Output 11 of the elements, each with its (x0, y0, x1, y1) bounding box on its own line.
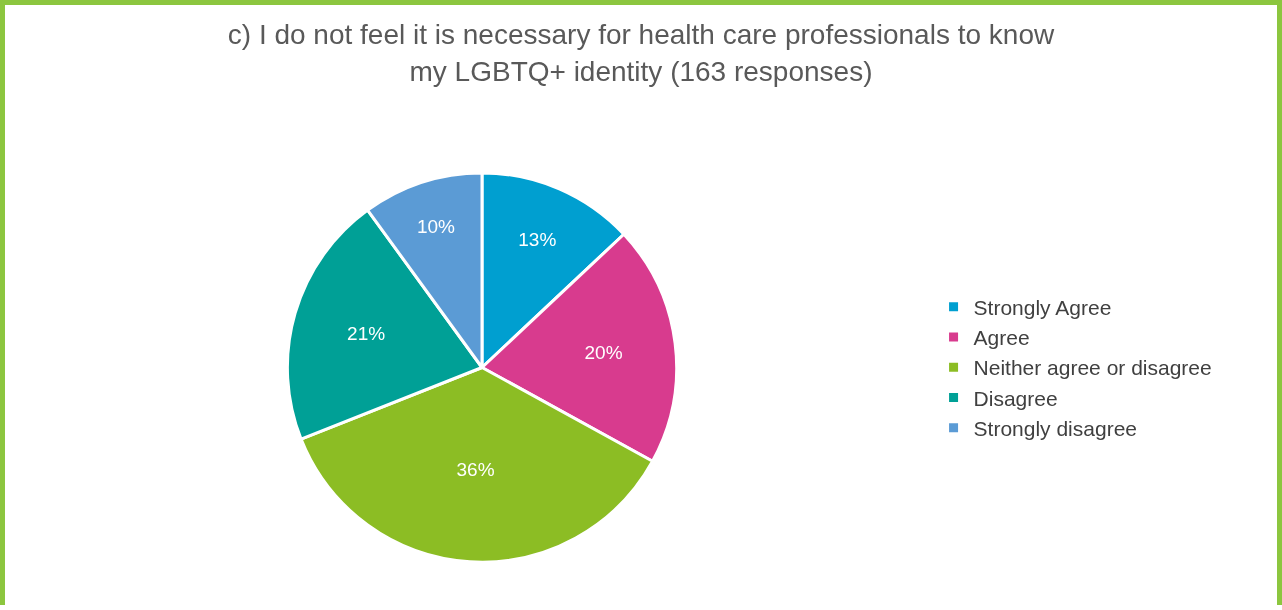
legend-label: Strongly Agree (973, 295, 1112, 319)
legend-label: Disagree (973, 386, 1058, 410)
chart-title: c) I do not feel it is necessary for health care professionals to know my LGBTQ+ identity (163 responses) (227, 19, 1055, 87)
data-label: 36% (456, 458, 495, 480)
data-label: 21% (347, 323, 386, 345)
data-label: 13% (518, 229, 557, 251)
legend-label: Agree (973, 326, 1030, 350)
data-label: 20% (584, 341, 623, 363)
legend-label: Strongly disagree (973, 417, 1137, 441)
legend-label: Neither agree or disagree (973, 356, 1212, 380)
data-label: 10% (416, 215, 456, 237)
